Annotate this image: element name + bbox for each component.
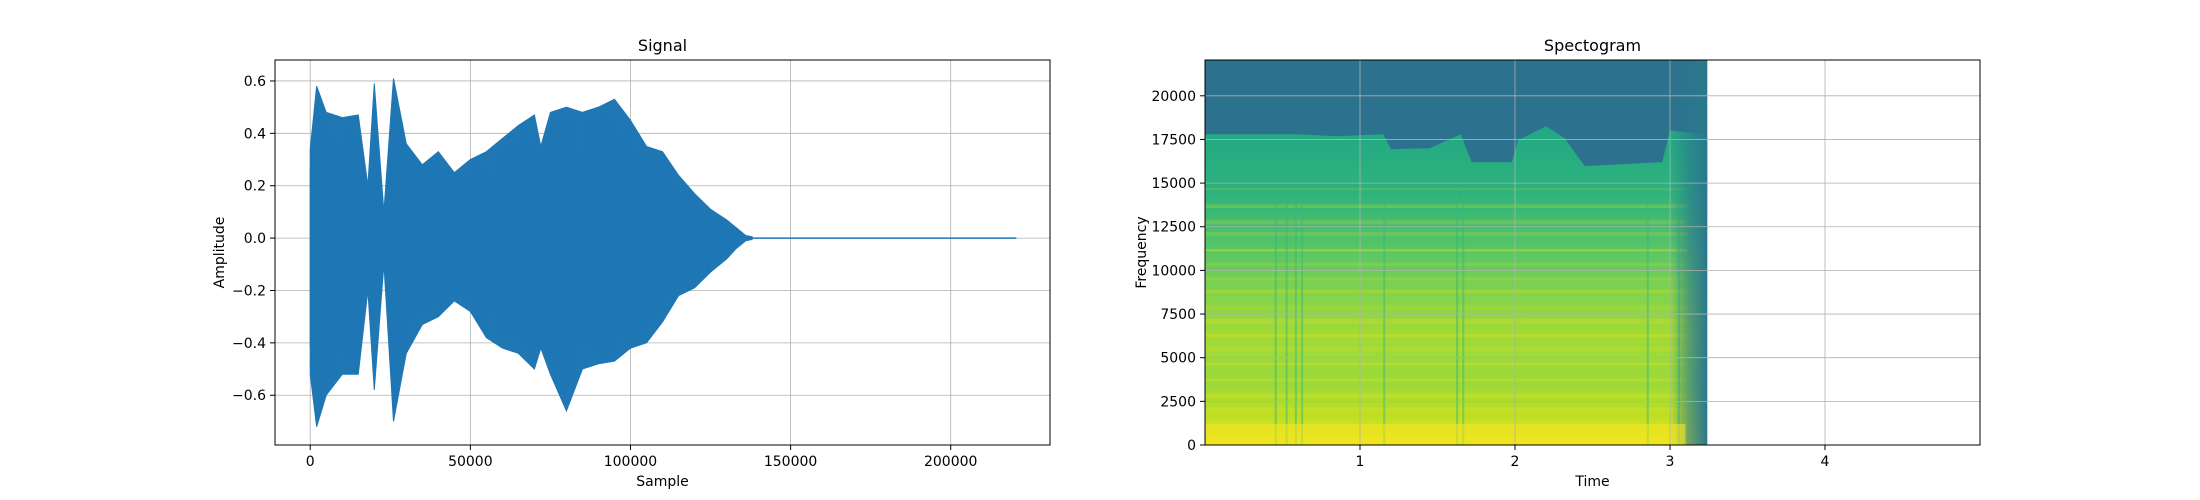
spectrogram-onset-streak (1456, 191, 1459, 445)
spectrogram-onset-streak (1462, 191, 1465, 445)
spectrogram-harmonic-band (1205, 420, 1688, 424)
spectrogram-onset-streak (1294, 191, 1297, 445)
spectrogram-onset-streak (1383, 191, 1386, 445)
spectrogram-onset-streak (1274, 191, 1277, 445)
signal-ytick-label: 0.2 (244, 179, 266, 195)
spectrogram-fade (1670, 60, 1708, 445)
spectrogram-ytick-label: 15000 (1151, 176, 1196, 192)
spectrogram-harmonic-band (1205, 407, 1688, 413)
signal-ytick-label: 0.0 (244, 231, 266, 247)
spectrogram-ytick-label: 17500 (1151, 132, 1196, 148)
signal-ytick-label: −0.6 (232, 388, 266, 404)
spectrogram-ytick-label: 10000 (1151, 263, 1196, 279)
spectrogram-title: Spectogram (1544, 36, 1641, 55)
signal-ticks: 0 50000 100000 150000 200000 −0.6 −0.4 −0.2 0.0 0… (232, 74, 977, 470)
spectrogram-harmonic-band (1205, 204, 1688, 209)
spectrogram-ylabel: Frequency (1134, 216, 1150, 288)
signal-axes-frame (274, 59, 1051, 446)
spectrogram-harmonic-band (1205, 346, 1688, 352)
spectrogram-xtick-label: 1 (1356, 454, 1365, 470)
spectrogram-harmonic-band (1205, 305, 1688, 310)
signal-waveform-strokes (309, 88, 752, 415)
spectrogram-harmonic-band (1205, 219, 1688, 225)
signal-ytick-label: 0.4 (244, 126, 266, 142)
signal-xtick-label: 0 (306, 454, 315, 470)
signal-xlabel: Sample (636, 474, 689, 490)
spectrogram-ytick-label: 2500 (1160, 394, 1196, 410)
signal-ytick-label: −0.2 (232, 283, 266, 299)
signal-title: Signal (638, 36, 687, 55)
spectrogram-ytick-label: 5000 (1160, 351, 1196, 367)
spectrogram-harmonic-band (1205, 334, 1688, 338)
spectrogram-ytick-label: 7500 (1160, 307, 1196, 323)
spectrogram-harmonic-band (1205, 289, 1688, 294)
signal-xtick-label: 200000 (924, 454, 977, 470)
spectrogram-harmonic-band (1205, 378, 1688, 382)
spectrogram-harmonic-band (1205, 188, 1688, 191)
spectrogram-ytick-label: 0 (1187, 438, 1196, 454)
spectrogram-onset-streak (1285, 191, 1288, 445)
spectrogram-xtick-label: 2 (1511, 454, 1520, 470)
signal-xtick-label: 150000 (764, 454, 817, 470)
spectrogram-ytick-label: 12500 (1151, 220, 1196, 236)
spectrogram-harmonic-band (1205, 248, 1688, 252)
spectrogram-axes: 1 2 3 4 0 2500 5000 7500 10000 12500 15000 17500 200… (1134, 36, 1981, 490)
spectrogram-xtick-label: 3 (1666, 454, 1675, 470)
spectrogram-onset-streak (1646, 191, 1649, 445)
spectrogram-harmonic-band (1205, 232, 1688, 236)
spectrogram-harmonic-band (1205, 276, 1688, 281)
spectrogram-harmonic-band (1205, 263, 1688, 267)
spectrogram-harmonic-band (1205, 362, 1688, 365)
spectrogram-ytick-label: 20000 (1151, 89, 1196, 105)
spectrogram-lowfreq-band (1205, 424, 1686, 445)
spectrogram-harmonic-band (1205, 394, 1688, 398)
spectrogram-harmonic-band (1205, 318, 1688, 324)
spectrogram-axes-frame (1204, 59, 1981, 446)
spectrogram-image (1205, 60, 1708, 445)
spectrogram-ticks: 1 2 3 4 0 2500 5000 7500 10000 12500 15000 17500 200… (1151, 89, 1829, 470)
spectrogram-xlabel: Time (1574, 474, 1609, 490)
signal-ytick-label: −0.4 (232, 336, 266, 352)
signal-ytick-label: 0.6 (244, 74, 266, 90)
spectrogram-onset-streak (1301, 191, 1304, 445)
signal-ylabel: Amplitude (212, 217, 228, 289)
signal-plot-area (309, 78, 1017, 427)
signal-axes: 0 50000 100000 150000 200000 −0.6 −0.4 −0.2 0.0 0… (212, 36, 1051, 490)
signal-xtick-label: 100000 (604, 454, 657, 470)
spectrogram-xtick-label: 4 (1821, 454, 1830, 470)
signal-xtick-label: 50000 (448, 454, 493, 470)
